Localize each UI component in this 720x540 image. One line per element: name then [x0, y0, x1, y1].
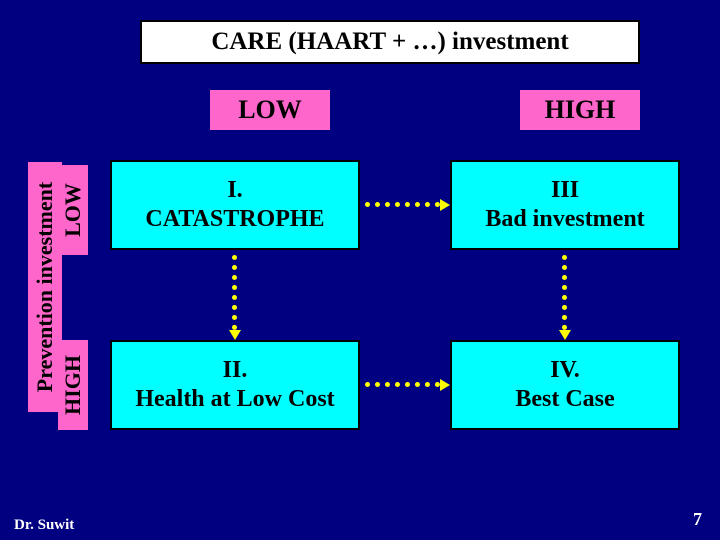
title-text: CARE (HAART + …) investment — [211, 28, 568, 56]
row-low-text: LOW — [60, 183, 86, 237]
q1-num: I. — [227, 176, 242, 205]
q1-label: CATASTROPHE — [145, 205, 324, 234]
q2-num: II. — [223, 356, 248, 385]
col-header-low: LOW — [210, 90, 330, 130]
row-label-high: HIGH — [58, 340, 88, 430]
q3-label: Bad investment — [485, 205, 644, 234]
q3-num: III — [551, 176, 579, 205]
q2-label: Health at Low Cost — [135, 385, 334, 414]
y-axis-text: Prevention investment — [32, 182, 57, 392]
footer-page-number: 7 — [693, 509, 702, 530]
footer-author: Dr. Suwit — [14, 517, 74, 534]
cell-bad-investment: III Bad investment — [450, 160, 680, 250]
cell-health-low-cost: II. Health at Low Cost — [110, 340, 360, 430]
y-axis-label: Prevention investment — [28, 162, 62, 412]
cell-catastrophe: I. CATASTROPHE — [110, 160, 360, 250]
author-text: Dr. Suwit — [14, 517, 74, 533]
q4-label: Best Case — [515, 385, 614, 414]
cell-best-case: IV. Best Case — [450, 340, 680, 430]
col-low-text: LOW — [238, 95, 302, 125]
col-header-high: HIGH — [520, 90, 640, 130]
col-high-text: HIGH — [545, 95, 616, 125]
q4-num: IV. — [550, 356, 580, 385]
page-number-text: 7 — [693, 509, 702, 529]
page-title: CARE (HAART + …) investment — [140, 20, 640, 64]
row-label-low: LOW — [58, 165, 88, 255]
row-high-text: HIGH — [60, 355, 86, 415]
